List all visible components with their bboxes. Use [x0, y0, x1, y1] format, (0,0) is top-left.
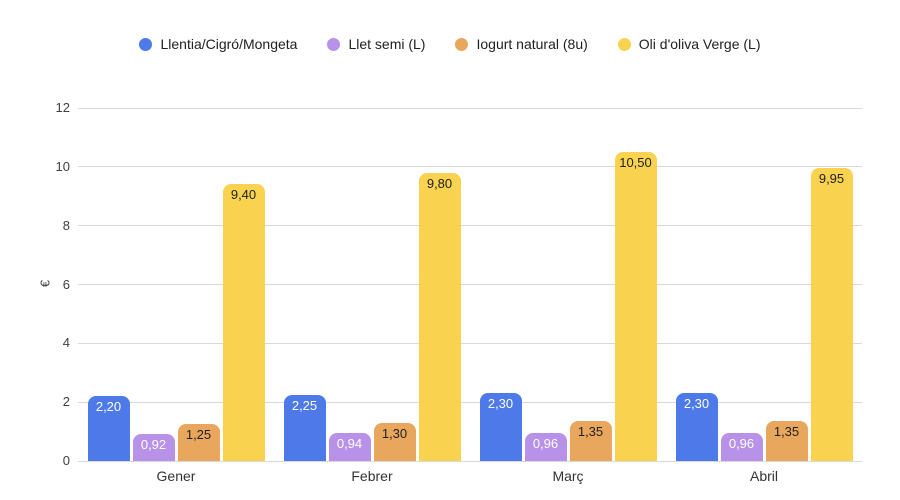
legend-item-3[interactable]: Oli d'oliva Verge (L): [617, 36, 761, 52]
bar-value-label: 2,25: [291, 398, 318, 413]
y-tick-label: 6: [62, 276, 70, 292]
bar-group-3: 2,30 0,96 1,35 9,95: [666, 108, 862, 461]
y-axis: 0 2 4 6 8 10 12: [0, 100, 74, 468]
bar-value-label: 2,30: [487, 396, 514, 411]
x-axis-label-1: Febrer: [351, 468, 393, 484]
bar-value-label: 0,96: [728, 436, 755, 451]
chart-bar-0-3[interactable]: 2,30: [675, 393, 718, 461]
y-tick-label: 4: [62, 335, 70, 351]
y-tick-label: 0: [62, 453, 70, 468]
bar-value-label: 10,50: [619, 155, 652, 170]
legend-item-label: Oli d'oliva Verge (L): [638, 36, 761, 52]
chart-bar-0-2[interactable]: 2,30: [479, 393, 522, 461]
gridline: [78, 460, 862, 462]
chart-bar-2-0[interactable]: 1,25: [177, 424, 220, 461]
y-tick-label: 12: [55, 100, 70, 115]
bar-value-label: 1,25: [185, 427, 212, 442]
bar-value-label: 0,96: [532, 436, 559, 451]
chart-bar-0-1[interactable]: 2,25: [283, 395, 326, 461]
gridline: [78, 107, 862, 109]
chart-bar-0-0[interactable]: 2,20: [87, 396, 130, 461]
legend-dot-icon: [455, 37, 469, 51]
legend-item-label: Iogurt natural (8u): [476, 36, 588, 52]
chart-bar-3-1[interactable]: 9,80: [418, 173, 461, 461]
bar-value-label: 1,30: [381, 426, 408, 441]
legend-dot-icon: [327, 37, 341, 51]
bar-group-0: 2,20 0,92 1,25 9,40: [78, 108, 274, 461]
plot-area: 2,20 0,92 1,25 9,40 2,25 0,94 1,30 9,80 2,30 0,96…: [78, 107, 862, 462]
legend-item-0[interactable]: Llentia/Cigró/Mongeta: [139, 36, 297, 52]
chart-bar-1-1[interactable]: 0,94: [328, 433, 371, 461]
chart-bar-1-3[interactable]: 0,96: [720, 433, 763, 461]
legend-item-label: Llet semi (L): [348, 36, 426, 52]
chart-legend: Llentia/Cigró/Mongeta Llet semi (L) Iogurt…: [0, 36, 900, 52]
bar-value-label: 0,94: [336, 436, 363, 451]
legend-item-2[interactable]: Iogurt natural (8u): [455, 36, 588, 52]
x-axis-label-2: Març: [552, 468, 584, 484]
bar-value-label: 1,35: [577, 424, 604, 439]
x-axis: Gener Febrer Març Abril: [78, 467, 862, 489]
gridline: [78, 166, 862, 168]
chart-bar-2-2[interactable]: 1,35: [569, 421, 612, 461]
bar-value-label: 0,92: [140, 437, 167, 452]
bar-group-1: 2,25 0,94 1,30 9,80: [274, 108, 470, 461]
legend-item-1[interactable]: Llet semi (L): [327, 36, 425, 52]
chart-bar-3-0[interactable]: 9,40: [222, 184, 265, 461]
gridline: [78, 225, 862, 227]
chart-bar-3-3[interactable]: 9,95: [810, 168, 853, 461]
y-tick-label: 2: [62, 394, 70, 410]
legend-item-label: Llentia/Cigró/Mongeta: [160, 36, 298, 52]
gridline: [78, 284, 862, 285]
x-axis-label-0: Gener: [156, 468, 196, 484]
bar-value-label: 9,95: [818, 171, 845, 186]
chart-bar-1-2[interactable]: 0,96: [524, 433, 567, 461]
bar-value-label: 1,35: [773, 424, 800, 439]
gridline: [78, 401, 862, 403]
bar-value-label: 2,30: [683, 396, 710, 411]
y-tick-label: 10: [55, 158, 70, 174]
x-axis-label-3: Abril: [749, 468, 778, 484]
chart-bar-2-3[interactable]: 1,35: [765, 421, 808, 461]
gridline: [78, 342, 862, 344]
bar-value-label: 9,80: [426, 176, 453, 191]
chart-bar-2-1[interactable]: 1,30: [373, 423, 416, 461]
bar-value-label: 9,40: [230, 187, 257, 202]
legend-dot-icon: [139, 37, 153, 51]
legend-dot-icon: [617, 37, 631, 51]
bar-value-label: 2,20: [95, 399, 122, 414]
chart-bar-3-2[interactable]: 10,50: [614, 152, 657, 461]
bar-group-2: 2,30 0,96 1,35 10,50: [470, 108, 666, 461]
y-tick-label: 8: [62, 217, 70, 233]
chart-bar-1-0[interactable]: 0,92: [132, 434, 175, 461]
